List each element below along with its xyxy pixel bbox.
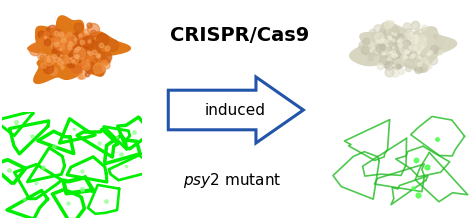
Polygon shape bbox=[28, 16, 130, 83]
Text: $\it{psy}$$\it{2}$ mutant: $\it{psy}$$\it{2}$ mutant bbox=[183, 171, 282, 190]
FancyArrow shape bbox=[168, 77, 303, 143]
Polygon shape bbox=[350, 22, 456, 72]
Text: CRISPR/Cas9: CRISPR/Cas9 bbox=[170, 26, 309, 45]
Text: induced: induced bbox=[205, 103, 266, 117]
